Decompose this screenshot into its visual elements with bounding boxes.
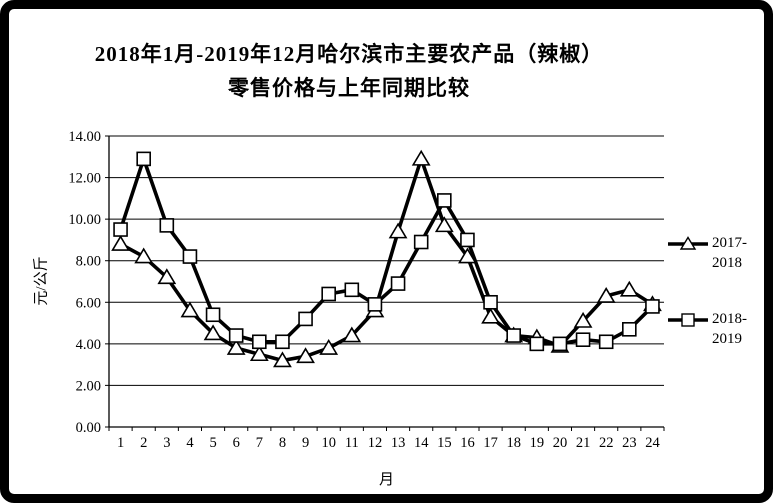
x-tick-label: 12 xyxy=(368,435,383,451)
triangle-marker-2017-2018 xyxy=(226,338,246,355)
square-marker-2018-2019 xyxy=(390,276,406,291)
x-tick-label: 5 xyxy=(209,435,216,451)
square-marker-2018-2019 xyxy=(529,336,545,352)
x-tick-label: 19 xyxy=(530,435,545,451)
x-tick-label: 6 xyxy=(233,435,240,451)
square-marker-2018-2019 xyxy=(413,234,429,250)
x-tick-label: 11 xyxy=(345,435,359,451)
legend-label-line: 2018 xyxy=(712,255,742,271)
legend: 2017- 2018 2018- 2019 xyxy=(667,233,764,385)
triangle-marker-2017-2018 xyxy=(273,351,292,368)
y-tick-label: 2.00 xyxy=(76,378,101,394)
y-tick-label: 0.00 xyxy=(76,420,101,436)
square-marker-2018-2019 xyxy=(645,299,660,314)
y-tick-label: 10.00 xyxy=(68,212,101,228)
legend-item-label: 2018- 2019 xyxy=(712,309,747,349)
triangle-marker-2017-2018 xyxy=(573,311,593,328)
triangle-marker-2017-2018 xyxy=(319,338,339,355)
y-tick-label: 12.00 xyxy=(68,171,101,187)
x-tick-label: 15 xyxy=(437,435,452,451)
x-tick-label: 22 xyxy=(599,435,614,451)
x-tick-label: 20 xyxy=(553,435,568,451)
triangle-marker-2017-2018 xyxy=(111,235,130,251)
square-marker-2018-2019 xyxy=(298,311,313,327)
chart-title-line2: 零售价格与上年同期比较 xyxy=(228,76,470,100)
triangle-marker-2017-2018 xyxy=(157,268,177,285)
triangle-marker-2017-2018 xyxy=(342,326,362,343)
x-tick-label: 17 xyxy=(483,435,498,451)
square-marker-2018-2019 xyxy=(575,332,591,348)
triangle-marker-2017-2018 xyxy=(203,324,223,341)
y-tick-label: 6.00 xyxy=(76,295,101,311)
triangle-marker-2017-2018 xyxy=(296,347,315,364)
triangle-marker-2017-2018 xyxy=(596,286,616,303)
triangle-marker-2017-2018 xyxy=(134,247,154,264)
legend-label-line: 2019 xyxy=(712,331,742,347)
series-line-2018-2019 xyxy=(118,157,655,346)
square-marker-2018-2019 xyxy=(460,232,475,248)
chart-title-line1: 2018年1月-2019年12月哈尔滨市主要农产品（辣椒） xyxy=(94,42,604,66)
x-tick-label: 2 xyxy=(140,435,147,451)
square-marker-2018-2019 xyxy=(275,334,290,350)
square-marker-2018-2019 xyxy=(367,297,383,312)
square-series-symbol-icon xyxy=(668,313,708,327)
x-tick-label: 10 xyxy=(321,435,336,451)
triangle-marker-2017-2018 xyxy=(180,301,200,318)
x-tick-label: 8 xyxy=(279,435,286,451)
triangle-marker-2017-2018 xyxy=(458,247,477,264)
y-axis-title: 元/公斤 xyxy=(33,256,50,306)
square-marker-2018-2019 xyxy=(252,334,267,350)
x-tick-label: 14 xyxy=(414,435,429,451)
triangle-marker-2017-2018 xyxy=(388,222,408,239)
x-tick-label: 23 xyxy=(622,435,637,451)
x-tick-label: 21 xyxy=(576,435,591,451)
x-tick-label: 3 xyxy=(163,435,170,451)
x-tick-label: 24 xyxy=(645,435,660,451)
x-tick-label: 9 xyxy=(302,435,309,451)
square-marker-2018-2019 xyxy=(344,282,360,298)
square-marker-2018-2019 xyxy=(506,328,521,343)
x-tick-label: 7 xyxy=(256,435,263,451)
y-tick-label: 4.00 xyxy=(76,337,101,353)
square-marker-2018-2019 xyxy=(228,328,244,343)
triangle-marker-2017-2018 xyxy=(619,280,639,297)
triangle-marker-2017-2018 xyxy=(249,345,269,362)
x-tick-label: 1 xyxy=(117,435,124,451)
series-line-2017-2018 xyxy=(118,157,655,363)
legend-label-line: 2018- xyxy=(712,311,747,327)
square-marker-2018-2019 xyxy=(321,286,336,302)
square-marker-2018-2019 xyxy=(598,334,614,350)
square-marker-2018-2019 xyxy=(159,218,175,233)
chart-title: 2018年1月-2019年12月哈尔滨市主要农产品（辣椒） 零售价格与上年同期比… xyxy=(49,37,649,105)
triangle-series-symbol-icon xyxy=(668,236,708,250)
square-marker-2018-2019 xyxy=(437,193,452,208)
x-tick-label: 16 xyxy=(460,435,475,451)
square-marker-2018-2019 xyxy=(205,307,221,323)
legend-label-line: 2017- xyxy=(712,235,747,251)
y-tick-label: 14.00 xyxy=(68,129,101,145)
y-tick-label: 8.00 xyxy=(76,254,101,270)
x-tick-label: 13 xyxy=(391,435,406,451)
x-tick-label: 4 xyxy=(186,435,194,451)
x-axis-title: 月 xyxy=(378,472,394,488)
square-marker-2018-2019 xyxy=(483,294,498,310)
square-marker-2018-2019 xyxy=(552,336,568,352)
square-marker-2018-2019 xyxy=(136,151,151,167)
square-marker-2018-2019 xyxy=(113,222,128,237)
triangle-marker-2017-2018 xyxy=(411,149,431,166)
triangle-marker-2017-2018 xyxy=(434,216,454,233)
legend-item-label: 2017- 2018 xyxy=(712,233,747,273)
square-marker-2018-2019 xyxy=(182,249,198,264)
legend-item-2017-2018: 2017- 2018 xyxy=(667,233,764,273)
square-marker-2018-2019 xyxy=(622,322,637,337)
x-tick-label: 18 xyxy=(506,435,521,451)
triangle-marker-2017-2018 xyxy=(481,307,500,324)
legend-item-2018-2019: 2018- 2019 xyxy=(667,309,764,349)
